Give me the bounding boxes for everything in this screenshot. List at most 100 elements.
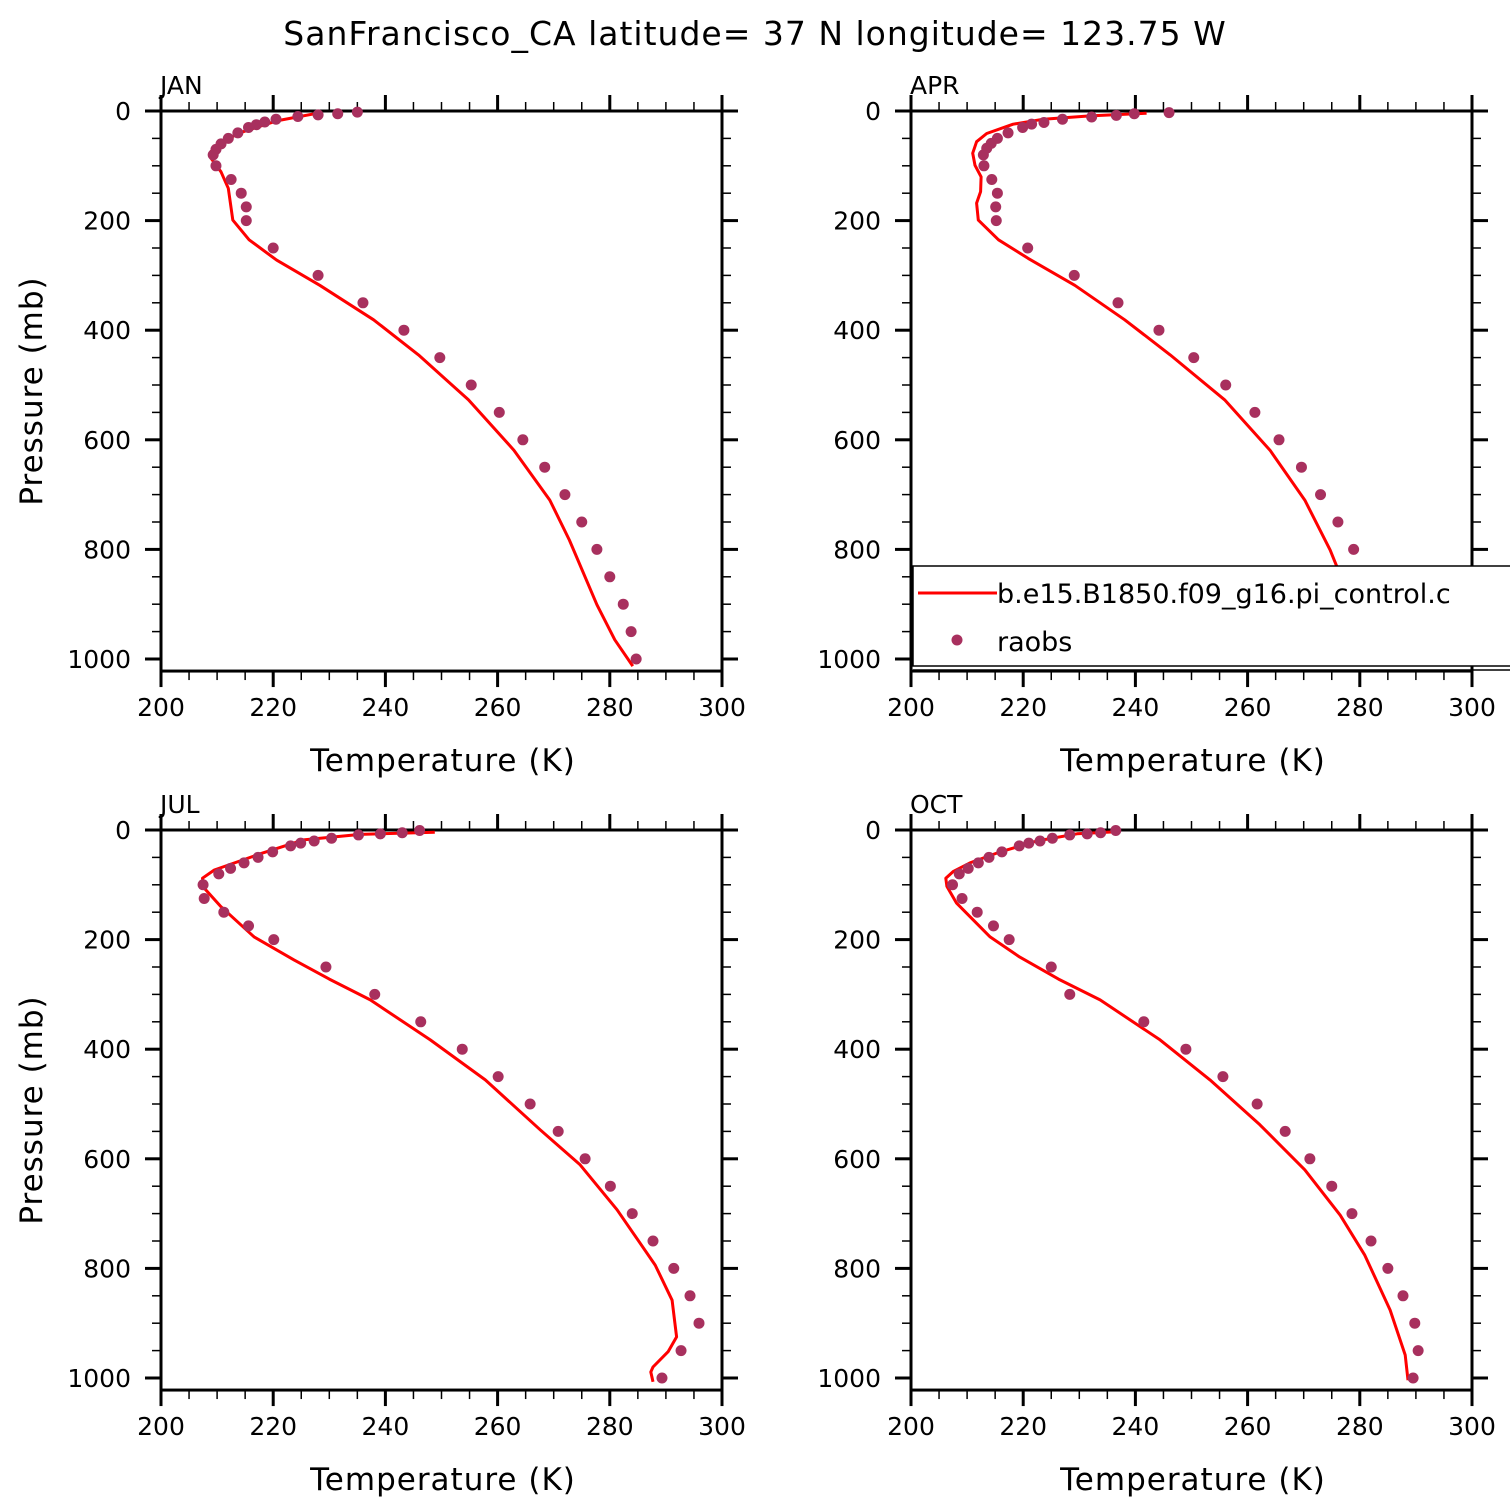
x-tick-label: 280 [586, 1412, 634, 1441]
raobs-point [1023, 837, 1035, 849]
raobs-point [267, 846, 279, 858]
raobs-point [983, 851, 995, 863]
raobs-point [1003, 934, 1015, 946]
raobs-point [357, 297, 369, 309]
y-tick-label: 200 [83, 926, 131, 955]
raobs-point [684, 1290, 696, 1302]
x-tick-label: 300 [1448, 693, 1496, 722]
x-axis-title: Temperature (K) [1059, 1462, 1326, 1498]
raobs-point [285, 840, 297, 852]
panel-title: JAN [158, 71, 203, 100]
y-tick-label: 800 [83, 1254, 131, 1283]
raobs-point [225, 174, 237, 185]
raobs-point [1409, 1317, 1421, 1329]
raobs-point [1407, 1372, 1419, 1384]
panel-jan: 200 220 240 260 280 300 0 200 400 600 800 1000 JAN Te… [14, 71, 746, 779]
raobs-point [656, 1372, 668, 1384]
x-tick-label: 280 [1336, 1412, 1384, 1441]
raobs-point [1064, 988, 1076, 1000]
raobs-point [218, 906, 230, 918]
raobs-point [396, 827, 408, 839]
raobs-point [1081, 828, 1093, 840]
raobs-point [1128, 108, 1140, 120]
raobs-point [243, 121, 255, 133]
y-tick-label: 600 [833, 1145, 881, 1174]
legend-raobs-label: raobs [997, 627, 1072, 658]
raobs-point [1180, 1043, 1192, 1055]
legend: b.e15.B1850.f09_g16.pi_control.c raobs [912, 565, 1510, 671]
raobs-point [1034, 835, 1046, 847]
y-tick-label: 800 [83, 535, 131, 564]
raobs-point [1163, 107, 1175, 119]
raobs-point [1279, 1125, 1291, 1137]
raobs-point [647, 1235, 659, 1247]
raobs-point [225, 862, 237, 874]
x-tick-label: 300 [698, 693, 746, 722]
raobs-point [1068, 269, 1080, 281]
raobs-point [213, 868, 225, 880]
raobs-point [1095, 827, 1107, 839]
y-tick-label: 0 [865, 97, 881, 126]
raobs-point [1086, 111, 1098, 123]
model-profile-line [201, 830, 679, 1383]
raobs-point [1273, 434, 1285, 446]
raobs-point [1013, 840, 1025, 852]
raobs-point [398, 324, 410, 336]
y-tick-label: 400 [833, 1035, 881, 1064]
raobs-point [235, 187, 247, 199]
raobs-point [524, 1098, 536, 1110]
raobs-point [1249, 406, 1261, 418]
raobs-point [259, 116, 271, 128]
y-tick-label: 600 [83, 426, 131, 455]
x-tick-label: 200 [887, 1412, 935, 1441]
raobs-point [465, 379, 477, 391]
y-axis-title: Pressure (mb) [14, 276, 50, 505]
model-profile-line [971, 111, 1387, 664]
raobs-point [252, 851, 264, 863]
raobs-point [1365, 1235, 1377, 1247]
raobs-point [351, 106, 363, 118]
x-tick-label: 260 [1224, 693, 1272, 722]
y-tick-label: 1000 [817, 1364, 881, 1393]
y-tick-label: 400 [833, 316, 881, 345]
y-tick-label: 0 [115, 97, 131, 126]
raobs-point [240, 215, 252, 227]
raobs-point [232, 127, 244, 139]
raobs-point [1110, 825, 1122, 837]
x-tick-label: 260 [474, 1412, 522, 1441]
raobs-point [493, 406, 505, 418]
x-tick-label: 240 [1112, 693, 1160, 722]
y-tick-label: 200 [833, 207, 881, 236]
y-tick-label: 200 [833, 926, 881, 955]
raobs-point [292, 110, 304, 122]
x-tick-label: 220 [999, 693, 1047, 722]
raobs-point [1220, 379, 1232, 391]
y-tick-label: 400 [83, 1035, 131, 1064]
raobs-point [579, 1153, 591, 1165]
raobs-point [267, 242, 279, 254]
raobs-point [1026, 118, 1038, 130]
raobs-point [539, 461, 551, 473]
raobs-point [456, 1043, 468, 1055]
raobs-point [990, 201, 1002, 213]
x-tick-label: 260 [474, 693, 522, 722]
x-axis-title: Temperature (K) [309, 743, 576, 779]
raobs-point [626, 1208, 638, 1220]
raobs-point [268, 934, 280, 946]
raobs-point [1110, 109, 1122, 121]
y-tick-label: 1000 [817, 645, 881, 674]
raobs-point [956, 893, 968, 904]
raobs-point [369, 988, 381, 1000]
legend-box [912, 565, 1510, 667]
y-tick-label: 0 [115, 816, 131, 845]
raobs-point [990, 215, 1002, 227]
x-tick-label: 200 [887, 693, 935, 722]
raobs-point [1326, 1180, 1338, 1192]
raobs-point [1188, 352, 1200, 364]
raobs-point [947, 879, 959, 891]
panel-title: JUL [158, 790, 200, 819]
raobs-point [604, 571, 616, 583]
raobs-point [1022, 242, 1034, 254]
